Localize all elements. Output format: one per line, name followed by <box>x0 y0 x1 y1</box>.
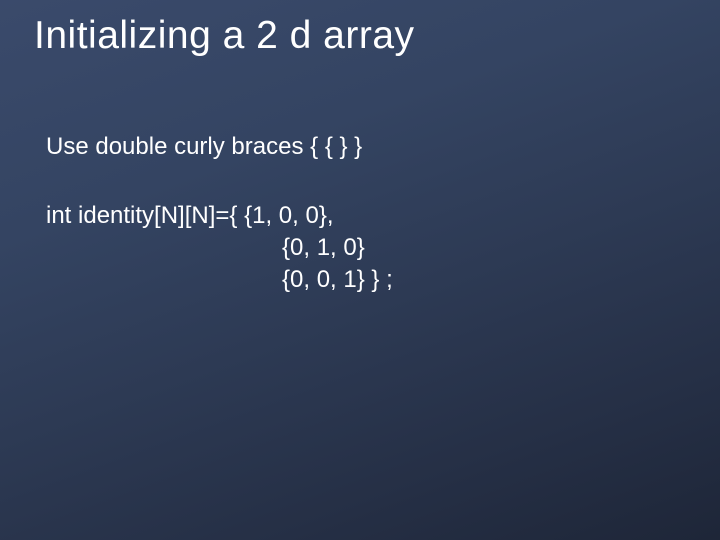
code-declaration: int identity[N][N]={ <box>46 202 244 229</box>
code-row-2: {0, 1, 0} <box>282 234 365 261</box>
code-line-1: int identity[N][N]={ {1, 0, 0}, <box>46 200 393 232</box>
code-block: int identity[N][N]={ {1, 0, 0}, {0, 1, 0… <box>46 200 393 297</box>
code-row-1: {1, 0, 0}, <box>244 202 333 229</box>
slide-title: Initializing a 2 d array <box>34 14 415 58</box>
code-row-3: {0, 0, 1} } ; <box>282 266 393 293</box>
slide: Initializing a 2 d array Use double curl… <box>0 0 720 540</box>
body-line-1: Use double curly braces { { } } <box>46 130 393 164</box>
slide-body: Use double curly braces { { } } int iden… <box>46 130 393 297</box>
code-line-3: {0, 0, 1} } ; <box>46 264 393 296</box>
code-line-2: {0, 1, 0} <box>46 232 393 264</box>
